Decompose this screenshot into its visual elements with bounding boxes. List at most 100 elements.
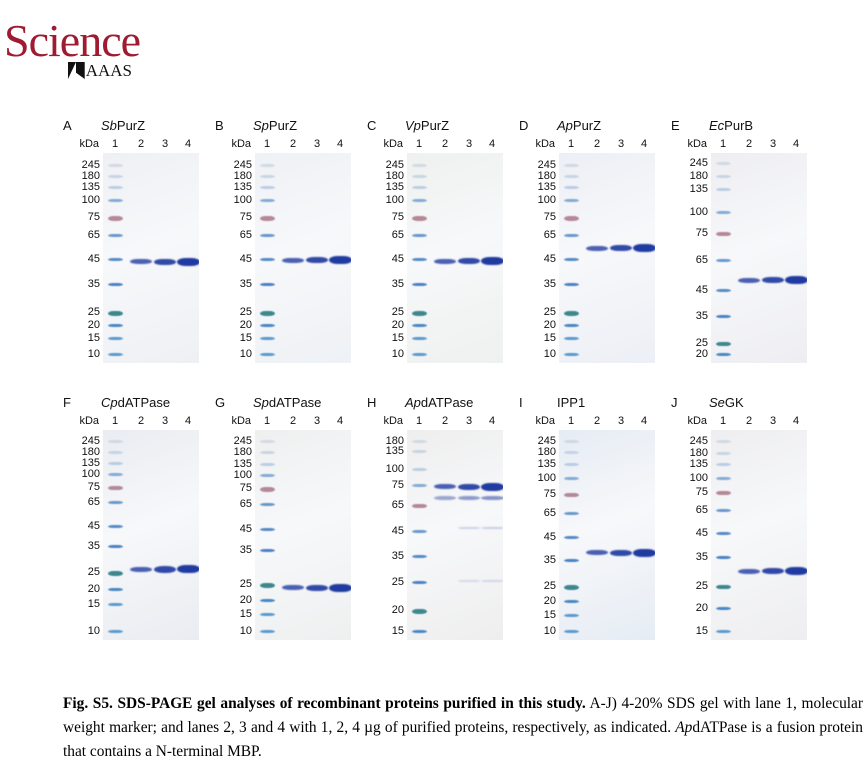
mw-label-45: 45	[695, 283, 708, 296]
lane-header-row: kDa 1 2 3 4	[63, 138, 199, 153]
gel-image	[407, 430, 503, 640]
mw-label-245: 245	[537, 158, 556, 171]
ladder-band-20	[716, 607, 731, 611]
science-logo: Science AAAS	[4, 18, 184, 88]
lane-number-3: 3	[769, 415, 777, 427]
lane-number-4: 4	[336, 415, 344, 427]
panel-header: F CpdATPase	[63, 395, 199, 415]
ladder-band-245	[260, 440, 275, 444]
protein-band-secondary-lane-3	[458, 495, 480, 500]
protein-band-lane-3	[306, 584, 328, 591]
mw-label-20: 20	[391, 604, 404, 617]
gel-image-container: 245 180 135 100 75 65 45 35 25 20 15 10	[519, 153, 655, 363]
ladder-band-75	[564, 216, 579, 221]
ladder-band-25	[260, 311, 275, 316]
aaas-wordmark: AAAS	[85, 61, 132, 80]
lane-number-2: 2	[289, 415, 297, 427]
protein-band-lane-3	[154, 566, 176, 573]
panel-title-species: Vp	[405, 118, 421, 133]
kda-unit-label: kDa	[535, 415, 555, 427]
ladder-band-245	[564, 163, 579, 167]
ladder-band-100	[108, 473, 123, 477]
gel-panel-f: F CpdATPase kDa 1 2 3 4 245 180 135 100 75 65 45 35 25 2…	[63, 395, 199, 640]
lane-number-1: 1	[415, 138, 423, 150]
mw-label-75: 75	[391, 211, 404, 224]
science-wordmark: Science	[4, 15, 141, 66]
panel-title: ApPurZ	[557, 118, 601, 133]
lane-number-4: 4	[792, 415, 800, 427]
lane-header-row: kDa 1 2 3 4	[215, 415, 351, 430]
ladder-band-10	[108, 630, 123, 633]
protein-band-lane-3	[610, 244, 632, 252]
mw-label-100: 100	[537, 471, 556, 484]
mw-label-180: 180	[537, 446, 556, 459]
protein-band-lane-2	[282, 257, 304, 263]
ladder-band-65	[564, 512, 579, 516]
panel-letter: E	[671, 118, 680, 133]
gel-image-container: 245 180 135 100 75 65 45 35 25 20 15	[671, 430, 807, 640]
panel-title-protein: PurZ	[268, 118, 298, 133]
ladder-band-65	[716, 258, 731, 262]
panel-title: CpdATPase	[101, 395, 170, 410]
lane-number-4: 4	[640, 415, 648, 427]
protein-band-lane-4	[176, 565, 199, 574]
lane-number-3: 3	[313, 138, 321, 150]
lane-number-3: 3	[465, 415, 473, 427]
protein-band-lane-4	[632, 548, 655, 557]
mw-label-245: 245	[537, 434, 556, 447]
panel-header: G SpdATPase	[215, 395, 351, 415]
mw-label-15: 15	[391, 332, 404, 345]
mw-label-25: 25	[695, 579, 708, 592]
lane-number-2: 2	[441, 138, 449, 150]
mw-label-245: 245	[233, 158, 252, 171]
protein-band-lane-4	[328, 256, 351, 265]
mw-label-15: 15	[87, 332, 100, 345]
ladder-band-100	[412, 198, 427, 202]
protein-band-secondary-lane-2	[434, 495, 456, 500]
ladder-band-75	[108, 216, 123, 221]
lane-header-row: kDa 1 2 3 4	[215, 138, 351, 153]
mw-label-25: 25	[87, 566, 100, 579]
protein-band-secondary-lane-4	[480, 579, 503, 583]
ladder-band-20	[108, 324, 123, 328]
ladder-band-25	[564, 585, 579, 590]
ladder-lane	[716, 430, 731, 640]
ladder-band-35	[564, 558, 579, 562]
ladder-band-25	[564, 311, 579, 316]
mw-label-35: 35	[239, 278, 252, 291]
mw-label-75: 75	[239, 482, 252, 495]
ladder-band-135	[716, 463, 731, 467]
mw-label-20: 20	[391, 319, 404, 332]
molecular-weight-marker-labels: 180 135 100 75 65 45 35 25 20 15	[367, 430, 407, 640]
mw-label-15: 15	[239, 608, 252, 621]
mw-label-75: 75	[239, 211, 252, 224]
ladder-band-20	[412, 324, 427, 328]
mw-label-245: 245	[233, 435, 252, 448]
ladder-band-180	[108, 174, 123, 178]
mw-label-20: 20	[543, 594, 556, 607]
ladder-band-65	[260, 234, 275, 238]
lane-number-2: 2	[289, 138, 297, 150]
mw-label-35: 35	[239, 544, 252, 557]
protein-band-lane-4	[480, 482, 503, 491]
ladder-band-100	[412, 467, 427, 471]
mw-label-45: 45	[87, 253, 100, 266]
protein-band-lane-2	[130, 566, 152, 572]
molecular-weight-marker-labels: 245 180 135 100 75 65 45 35 25 20 15 10	[519, 430, 559, 640]
mw-label-245: 245	[385, 158, 404, 171]
ladder-band-180	[412, 174, 427, 178]
mw-label-180: 180	[233, 446, 252, 459]
mw-label-15: 15	[543, 608, 556, 621]
ladder-band-45	[716, 532, 731, 536]
mw-label-100: 100	[81, 193, 100, 206]
ladder-band-65	[412, 503, 427, 509]
lane-number-1: 1	[719, 138, 727, 150]
ladder-lane	[260, 153, 275, 363]
protein-band-lane-2	[586, 245, 608, 251]
mw-label-245: 245	[81, 435, 100, 448]
ladder-band-45	[412, 529, 427, 533]
ladder-band-15	[108, 337, 123, 341]
gel-image	[407, 153, 503, 363]
panel-title-protein: dATPase	[420, 395, 474, 410]
molecular-weight-marker-labels: 245 180 135 100 75 65 45 35 25 20 15	[671, 430, 711, 640]
